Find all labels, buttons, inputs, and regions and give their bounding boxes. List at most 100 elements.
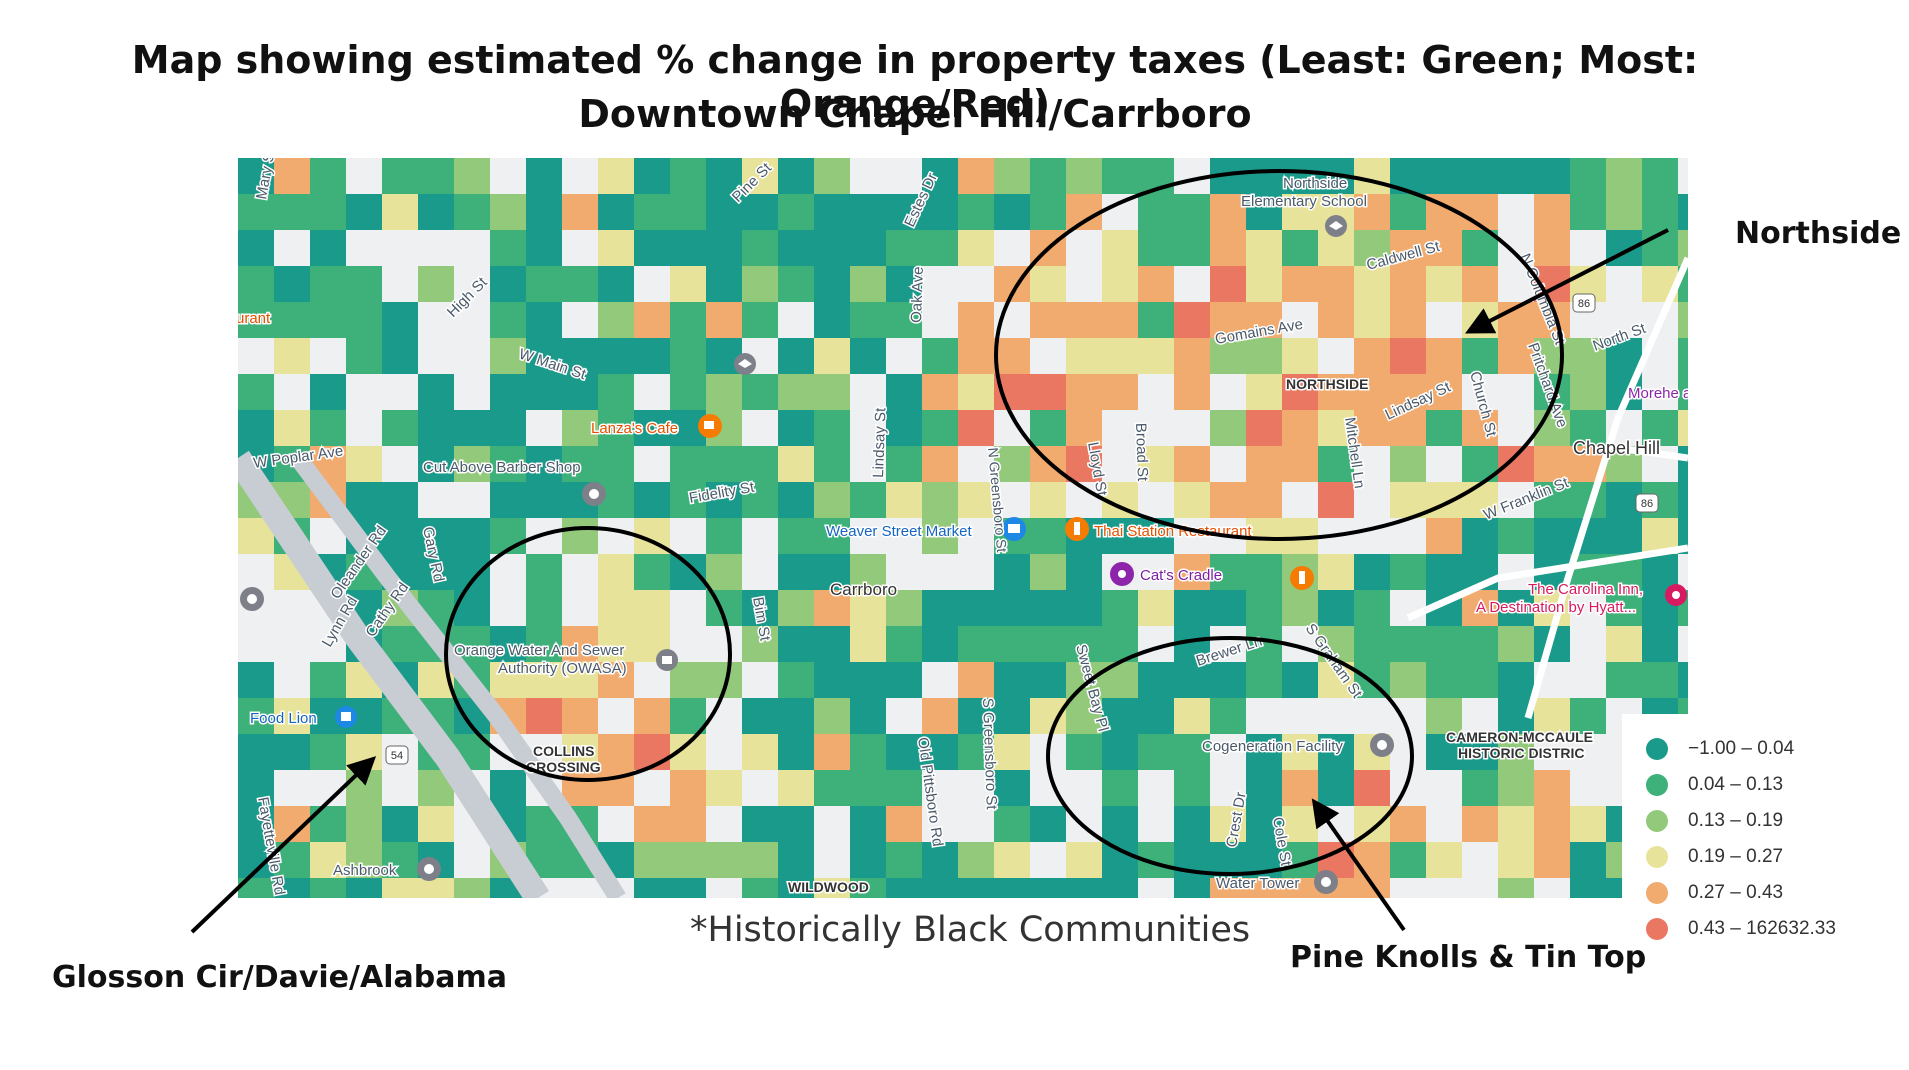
grid-cell xyxy=(1174,194,1210,230)
grid-cell xyxy=(526,230,562,266)
grid-cell xyxy=(1066,842,1102,878)
grid-cell xyxy=(1642,230,1678,266)
grid-cell xyxy=(238,734,274,770)
grid-cell xyxy=(1678,662,1688,698)
grid-cell xyxy=(850,590,886,626)
grid-cell xyxy=(814,266,850,302)
grid-cell xyxy=(958,698,994,734)
grid-cell xyxy=(958,410,994,446)
pine-knolls-annotation: Pine Knolls & Tin Top xyxy=(1290,940,1647,975)
grid-cell xyxy=(454,158,490,194)
grid-cell xyxy=(1066,374,1102,410)
grid-cell xyxy=(1246,770,1282,806)
grid-cell xyxy=(814,194,850,230)
grid-cell xyxy=(1138,194,1174,230)
grid-cell xyxy=(1462,770,1498,806)
grid-cell xyxy=(1642,626,1678,662)
grid-cell xyxy=(670,878,706,898)
grid-cell xyxy=(1462,590,1498,626)
grid-cell xyxy=(310,410,346,446)
grid-cell xyxy=(1210,662,1246,698)
grid-cell xyxy=(454,554,490,590)
grid-cell xyxy=(670,698,706,734)
grid-cell xyxy=(1678,374,1688,410)
grid-cell xyxy=(1570,158,1606,194)
grid-cell xyxy=(1066,194,1102,230)
grid-cell xyxy=(310,266,346,302)
grid-cell xyxy=(670,374,706,410)
grid-cell xyxy=(994,194,1030,230)
grid-cell xyxy=(1066,338,1102,374)
grid-cell xyxy=(850,878,886,898)
grid-cell xyxy=(1534,518,1570,554)
grid-cell xyxy=(274,698,310,734)
grid-cell xyxy=(562,194,598,230)
grid-cell xyxy=(994,770,1030,806)
grid-cell xyxy=(598,302,634,338)
grid-cell xyxy=(1174,482,1210,518)
grid-cell xyxy=(1282,446,1318,482)
legend-item: 0.43 – 162632.33 xyxy=(1622,914,1836,944)
grid-cell xyxy=(1246,554,1282,590)
grid-cell xyxy=(706,590,742,626)
grid-cell xyxy=(454,446,490,482)
grid-cell xyxy=(850,338,886,374)
grid-cell xyxy=(1210,554,1246,590)
map-panel[interactable]: 54 86 86 Mary St High St Pine St Estes D… xyxy=(238,158,1688,898)
grid-cell xyxy=(274,266,310,302)
grid-cell xyxy=(670,338,706,374)
grid-cell xyxy=(1030,662,1066,698)
grid-cell xyxy=(382,158,418,194)
grid-cell xyxy=(850,770,886,806)
grid-cell xyxy=(1390,662,1426,698)
grid-cell xyxy=(1642,410,1678,446)
grid-cell xyxy=(1318,482,1354,518)
poi-label: Authority (OWASA) xyxy=(498,660,627,677)
grid-cell xyxy=(778,194,814,230)
grid-cell xyxy=(1570,878,1606,898)
grid-cell xyxy=(778,734,814,770)
grid-cell xyxy=(922,518,958,554)
legend-item: −1.00 – 0.04 xyxy=(1622,734,1794,764)
legend-swatch xyxy=(1646,918,1668,940)
grid-cell xyxy=(886,230,922,266)
grid-cell xyxy=(1390,482,1426,518)
grid-cell xyxy=(1030,482,1066,518)
grid-cell xyxy=(490,518,526,554)
grid-cell xyxy=(1102,626,1138,662)
grid-cell xyxy=(1534,158,1570,194)
grid-cell xyxy=(1210,158,1246,194)
grid-cell xyxy=(1030,698,1066,734)
grid-cell xyxy=(778,158,814,194)
grid-cell xyxy=(670,266,706,302)
grid-cell xyxy=(814,302,850,338)
grid-cell xyxy=(1030,158,1066,194)
grid-cell xyxy=(598,374,634,410)
grid-cell xyxy=(886,266,922,302)
grid-cell xyxy=(958,230,994,266)
grid-cell xyxy=(1282,266,1318,302)
grid-cell xyxy=(490,482,526,518)
map-canvas[interactable]: 54 86 86 Mary St High St Pine St Estes D… xyxy=(238,158,1688,898)
restaurant-icon xyxy=(1065,517,1089,541)
grid-cell xyxy=(490,338,526,374)
grid-cell xyxy=(1282,590,1318,626)
grid-cell xyxy=(1102,230,1138,266)
grid-cell xyxy=(634,518,670,554)
grid-cell xyxy=(1246,446,1282,482)
grid-cell xyxy=(1678,338,1688,374)
grid-cell xyxy=(598,410,634,446)
grid-cell xyxy=(1354,626,1390,662)
grid-cell xyxy=(346,266,382,302)
grid-cell xyxy=(778,806,814,842)
grid-cell xyxy=(310,878,346,898)
grid-cell xyxy=(1570,410,1606,446)
grid-cell xyxy=(994,266,1030,302)
grid-cell xyxy=(634,158,670,194)
grid-cell xyxy=(1246,230,1282,266)
poi-label: Weaver Street Market xyxy=(826,523,972,540)
grid-cell xyxy=(1030,554,1066,590)
grid-cell xyxy=(1678,302,1688,338)
grid-cell xyxy=(418,806,454,842)
grid-cell xyxy=(1246,410,1282,446)
